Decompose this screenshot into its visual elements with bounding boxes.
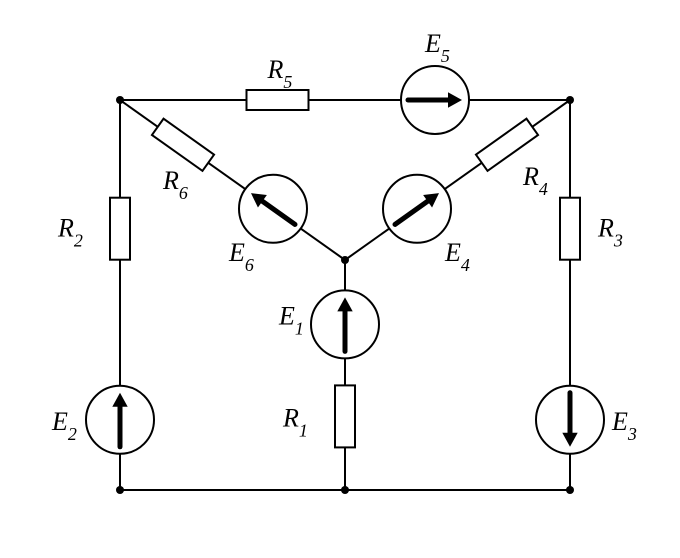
label-e2: E2 [51,407,77,444]
node-dot [566,96,574,104]
label-e4: E4 [444,238,470,275]
label-e5: E5 [424,29,450,66]
source-e5 [401,66,469,134]
resistor-r6 [152,119,214,171]
source-e2 [86,386,154,454]
label-e1: E1 [278,301,304,338]
resistor-r2 [110,198,130,260]
label-e6: E6 [228,238,254,275]
wire [120,100,158,127]
node-dot [341,256,349,264]
label-e3: E3 [611,407,637,444]
wire [532,100,570,127]
node-dot [116,96,124,104]
label-r3: R3 [597,214,623,251]
wire [345,229,389,260]
source-e4 [383,175,451,243]
label-r2: R2 [57,214,83,251]
circuit-diagram: R5 R2 R3 R1 R6 R4 E5 E2 E3 E1 E6 E4 [0,0,680,558]
wire [445,163,482,189]
wire [208,163,245,189]
node-dot [341,486,349,494]
resistor-r1 [335,385,355,447]
label-r4: R4 [522,162,548,199]
label-r1: R1 [282,403,308,440]
label-r5: R5 [267,55,293,92]
label-r6: R6 [162,166,188,203]
node-dot [566,486,574,494]
source-e1 [311,290,379,358]
source-e6 [239,175,307,243]
wire [301,229,345,260]
node-dot [116,486,124,494]
resistor-r5 [247,90,309,110]
resistor-r3 [560,198,580,260]
source-e3 [536,386,604,454]
